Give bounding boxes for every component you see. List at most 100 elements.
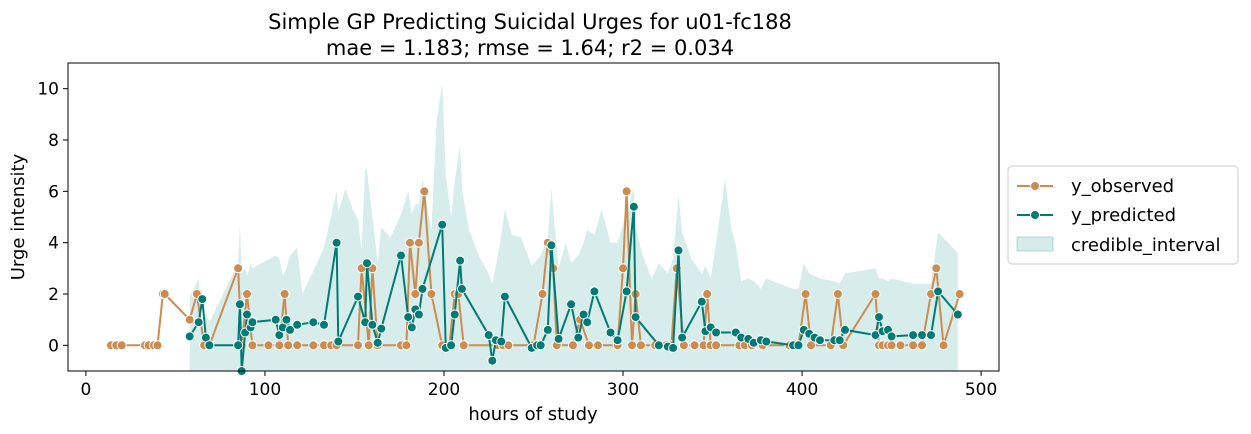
x-tick-label: 400 [786,380,818,400]
predicted-point [840,324,850,335]
predicted-point [362,258,372,269]
predicted-point [653,340,664,351]
predicted-point [696,296,707,307]
observed-point [363,340,374,351]
observed-point [242,289,252,299]
observed-point [593,340,603,351]
predicted-point [630,312,641,323]
predicted-point [234,299,245,310]
predicted-point [204,340,215,351]
observed-point [567,340,578,351]
y-axis-label: Urge intensity [8,153,29,280]
legend-interval-label: credible_interval [1071,235,1221,256]
predicted-point [437,219,448,230]
observed-point [152,340,163,351]
predicted-point [197,294,208,305]
predicted-point [417,283,428,294]
legend-predicted-marker [1030,210,1040,220]
predicted-point [184,331,195,342]
credible-interval-layer [189,83,958,371]
observed-point [635,340,646,351]
predicted-point [917,330,927,341]
predicted-point [308,317,319,328]
observed-point [702,289,713,299]
observed-point [870,289,881,299]
x-tick-label: 100 [249,380,281,400]
observed-point [283,340,294,351]
predicted-point [446,340,457,351]
predicted-point [281,314,292,325]
observed-point [184,314,195,325]
predicted-point [677,332,688,343]
y-tick-label: 4 [48,234,59,254]
chart-subtitle: mae = 1.183; rmse = 1.64; r2 = 0.034 [326,36,734,60]
observed-point [886,340,897,351]
predicted-point [455,255,466,266]
legend-predicted-label: y_predicted [1071,205,1176,226]
observed-point [689,340,700,351]
predicted-point [612,335,623,346]
observed-point [917,340,927,351]
predicted-point [542,324,553,335]
predicted-point [886,331,897,342]
predicted-point [292,319,303,330]
observed-point [954,289,965,299]
legend-interval-swatch [1016,236,1054,252]
observed-point [931,263,942,274]
predicted-point [331,237,342,248]
legend-observed-marker [1030,181,1040,191]
predicted-point [834,335,845,346]
x-tick-label: 500 [965,380,997,400]
predicted-point [874,312,884,323]
observed-point [458,340,469,351]
observed-point [405,237,415,248]
observed-point [711,340,722,351]
predicted-point [247,317,258,328]
observed-point [627,340,637,351]
predicted-point [926,330,936,341]
predicted-point [376,323,387,334]
predicted-point [193,317,204,328]
plot-frame [67,62,1000,372]
predicted-point [621,286,632,297]
predicted-point [668,342,679,353]
predicted-point [793,340,804,351]
predicted-point [483,330,494,341]
observed-point [159,289,170,299]
predicted-point [761,336,772,347]
legend-observed-label: y_observed [1071,176,1174,197]
y-tick-label: 8 [48,131,59,151]
observed-point [308,340,319,351]
observed-point [419,186,430,197]
x-tick-label: 0 [80,380,91,400]
observed-point [247,340,258,351]
x-tick-label: 300 [607,380,639,400]
y-tick-label: 10 [37,80,59,100]
predicted-point [456,283,467,294]
x-axis-label: hours of study [468,404,598,425]
observed-point [908,340,919,351]
predicted-point [673,245,684,256]
predicted-point [496,336,507,347]
predicted-point [553,333,564,344]
predicted-series-layer [184,201,963,376]
predicted-point [711,327,722,338]
observed-point [263,340,274,351]
legend-box [1007,165,1239,265]
predicted-point [270,314,281,325]
observed-point [537,289,548,299]
predicted-point [396,250,406,261]
x-tick-label: 200 [428,380,460,400]
predicted-point [403,312,414,323]
credible-interval-area [189,83,958,371]
predicted-point [546,240,557,251]
predicted-point [449,309,460,320]
observed-point [274,340,285,351]
observed-point [621,186,632,197]
predicted-point [372,337,383,348]
predicted-point [573,332,584,343]
predicted-point [589,286,600,297]
predicted-point [367,319,378,330]
observed-point [233,263,244,274]
observed-point [938,340,949,351]
